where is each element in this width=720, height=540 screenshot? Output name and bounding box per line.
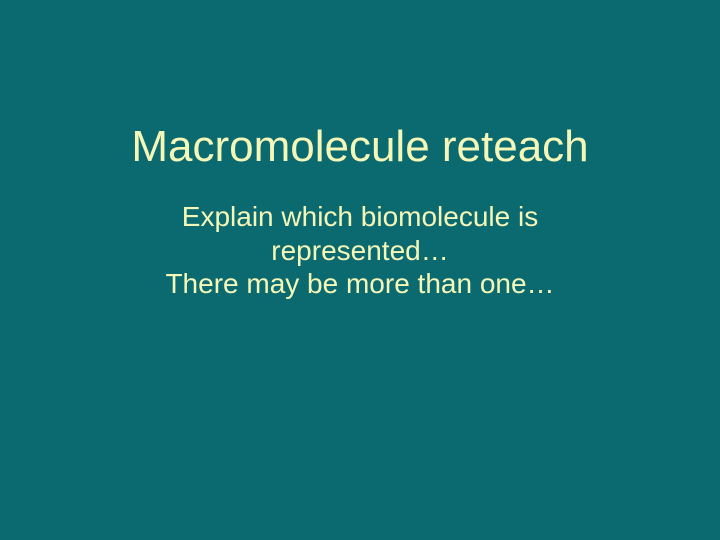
slide-body: Explain which biomolecule is represented… xyxy=(165,200,554,301)
body-line-3: There may be more than one… xyxy=(165,267,554,301)
body-line-2: represented… xyxy=(165,234,554,268)
body-line-1: Explain which biomolecule is xyxy=(165,200,554,234)
slide-title: Macromolecule reteach xyxy=(131,122,588,172)
